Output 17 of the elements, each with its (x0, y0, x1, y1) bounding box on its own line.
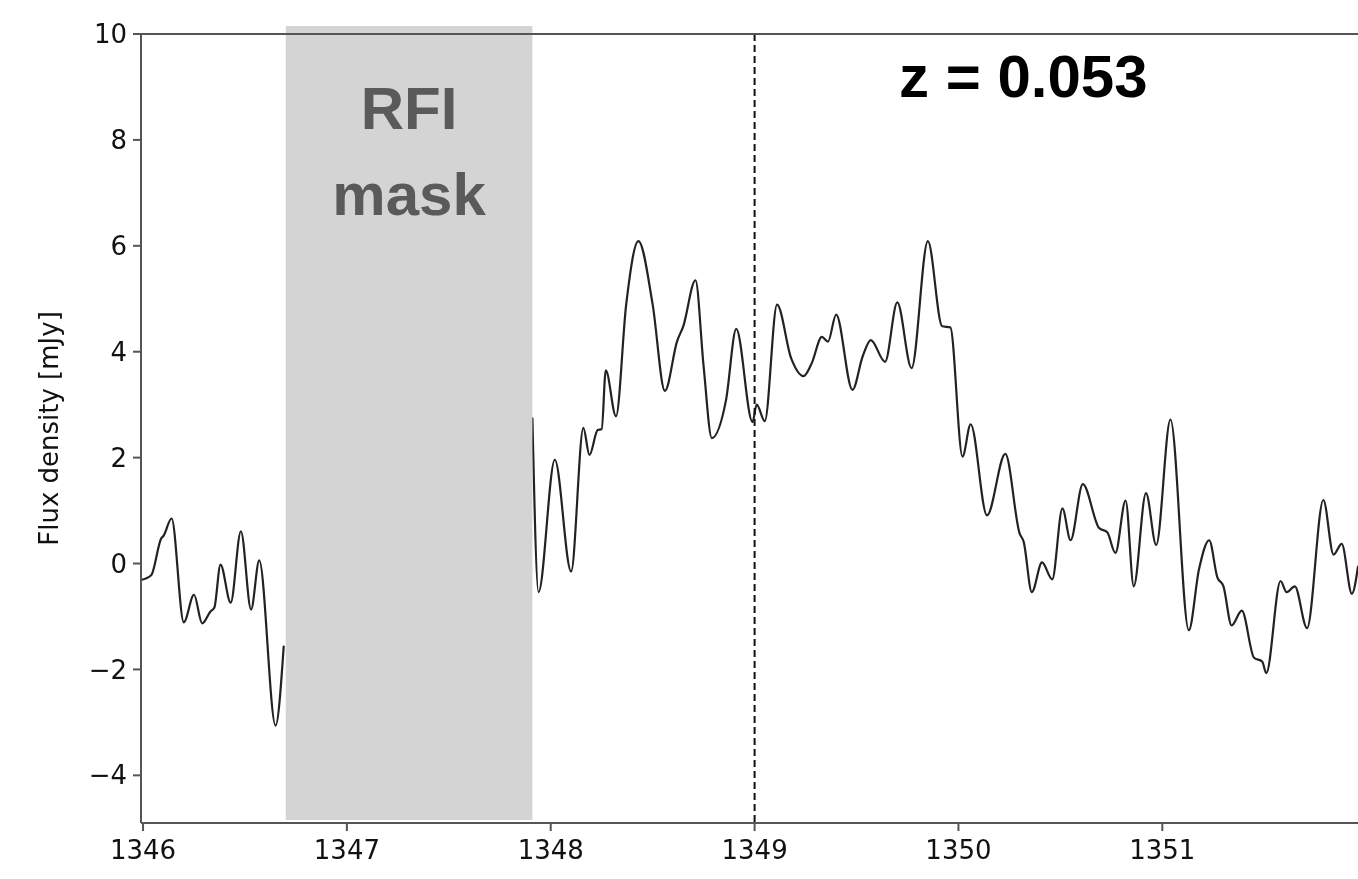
y-tick-label: 4 (110, 336, 127, 367)
y-tick-label: 10 (93, 19, 127, 50)
annotation: z = 0.053 (899, 43, 1148, 110)
y-tick-label: 8 (110, 125, 127, 156)
band-label: RFI mask (332, 75, 487, 228)
y-tick-label: 6 (110, 230, 127, 261)
y-axis-title: Flux density [mJy] (34, 311, 64, 546)
x-tick-label: 1351 (1129, 835, 1196, 865)
y-tick-label: 0 (110, 548, 127, 579)
y-tick-label: −4 (88, 760, 127, 791)
x-tick-label: 1347 (313, 835, 380, 865)
x-tick-label: 1350 (925, 835, 992, 865)
y-tick-label: 2 (110, 442, 127, 473)
y-tick-label: −2 (88, 654, 127, 685)
x-tick-label: 1349 (721, 835, 788, 865)
x-tick-label: 1348 (517, 835, 584, 865)
x-tick-label: 1346 (109, 835, 177, 865)
